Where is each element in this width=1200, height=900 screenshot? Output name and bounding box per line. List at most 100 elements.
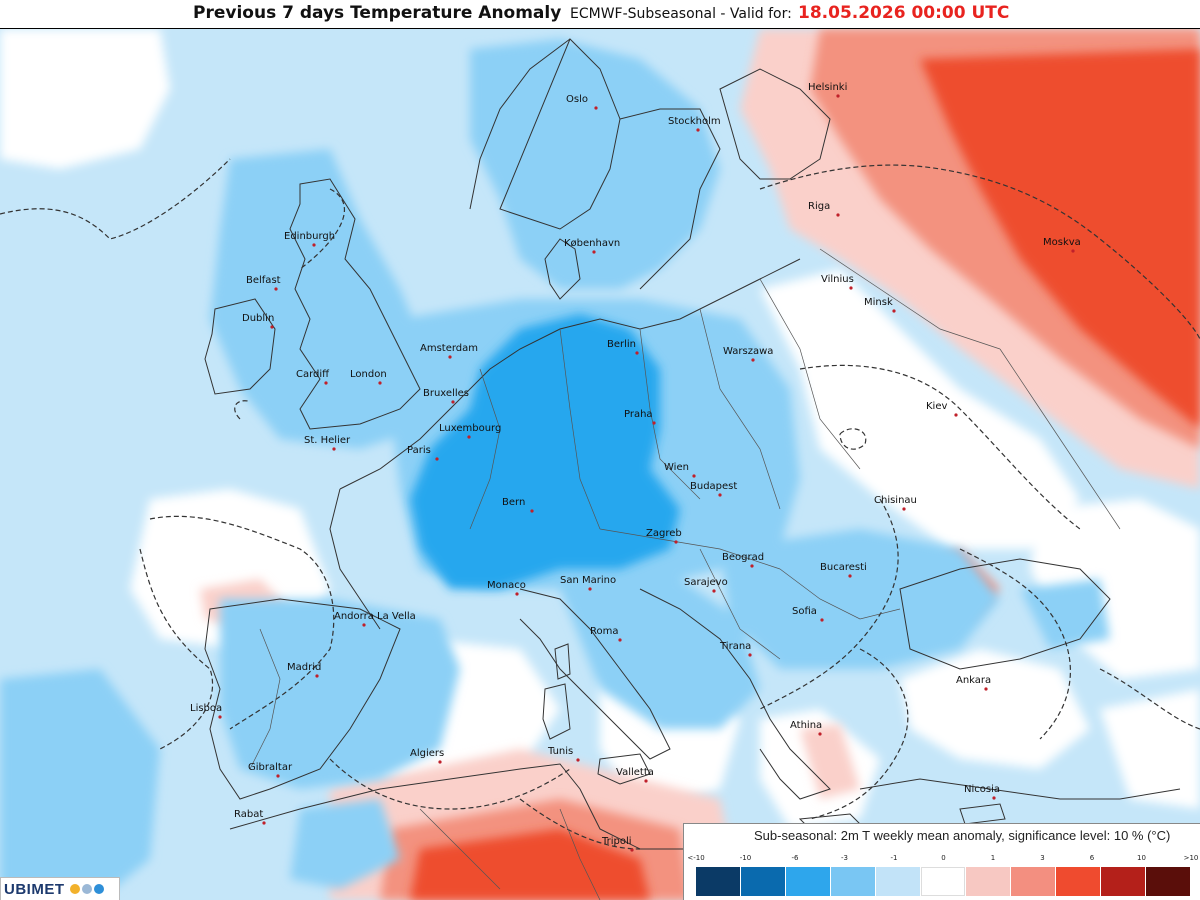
city-dot <box>274 287 278 291</box>
city-dot <box>849 286 853 290</box>
city-dot <box>451 400 455 404</box>
city-dot <box>820 618 824 622</box>
city-marker: Tunis <box>547 746 580 762</box>
city-dot <box>588 587 592 591</box>
city-marker: Rabat <box>234 809 266 825</box>
city-marker: Luxembourg <box>439 423 501 439</box>
city-dot <box>530 509 534 513</box>
city-marker: Praha <box>624 409 656 425</box>
city-marker: Tripoli <box>601 836 634 852</box>
city-layer: Oslo Stockholm Helsinki Edinburgh Belfast Dub… <box>190 82 1081 852</box>
logo-text: UBIMET <box>4 880 65 898</box>
city-label: Amsterdam <box>420 343 478 354</box>
significance-contours <box>0 158 1200 850</box>
city-label: Minsk <box>864 297 893 308</box>
city-marker: San Marino <box>560 575 616 591</box>
city-dot <box>748 653 752 657</box>
city-marker: Roma <box>590 626 622 642</box>
cloud-icon <box>81 884 92 894</box>
city-marker: Paris <box>407 445 439 461</box>
city-label: Athina <box>790 720 822 731</box>
city-marker: Cardiff <box>296 369 330 385</box>
city-label: Belfast <box>246 275 281 286</box>
city-label: Luxembourg <box>439 423 501 434</box>
city-label: Riga <box>808 201 830 212</box>
legend-swatch <box>1101 867 1146 896</box>
legend-swatch <box>1011 867 1056 896</box>
city-label: Tripoli <box>601 836 632 847</box>
city-label: St. Helier <box>304 435 351 446</box>
city-dot <box>718 493 722 497</box>
city-marker: Ankara <box>956 675 991 691</box>
city-dot <box>992 796 996 800</box>
city-marker: Sofia <box>792 606 824 622</box>
legend-tick-label: 10 <box>1137 854 1146 862</box>
legend-tick-label: -6 <box>791 854 799 862</box>
city-marker: Helsinki <box>808 82 847 98</box>
city-label: Beograd <box>722 552 764 563</box>
header: Previous 7 days Temperature Anomaly ECMW… <box>0 0 1200 29</box>
legend-tick-label: 1 <box>990 854 996 862</box>
city-dot <box>674 540 678 544</box>
city-marker: Riga <box>808 201 840 217</box>
city-dot <box>576 758 580 762</box>
legend: Sub-seasonal: 2m T weekly mean anomaly, … <box>683 823 1200 900</box>
drop-icon <box>93 884 104 894</box>
city-dot <box>818 732 822 736</box>
city-dot <box>751 358 755 362</box>
city-label: Berlin <box>607 339 636 350</box>
city-marker: Valletta <box>616 767 654 783</box>
city-marker: Zagreb <box>646 528 682 544</box>
city-dot <box>312 243 316 247</box>
city-label: San Marino <box>560 575 616 586</box>
city-label: Monaco <box>487 580 526 591</box>
city-marker: Berlin <box>607 339 639 355</box>
city-label: Cardiff <box>296 369 330 380</box>
legend-tick-label: <-10 <box>687 854 705 862</box>
legend-swatch <box>786 867 831 896</box>
city-marker: Amsterdam <box>420 343 478 359</box>
city-dot <box>836 213 840 217</box>
city-dot <box>644 779 648 783</box>
ubimet-logo: UBIMET <box>0 877 120 900</box>
city-marker: Nicosia <box>964 784 1000 800</box>
city-marker: Andorra La Vella <box>334 611 416 627</box>
city-dot <box>438 760 442 764</box>
city-label: Valletta <box>616 767 654 778</box>
city-dot <box>324 381 328 385</box>
city-label: Kiev <box>926 401 947 412</box>
city-dot <box>594 106 598 110</box>
warm-anomaly-areas <box>200 29 1200 900</box>
city-label: Rabat <box>234 809 263 820</box>
legend-colorbar <box>696 867 1191 896</box>
legend-swatch <box>1056 867 1101 896</box>
city-marker: Budapest <box>690 481 737 497</box>
model-label: ECMWF-Subseasonal - Valid for: <box>570 6 792 22</box>
city-dot <box>332 447 336 451</box>
legend-swatch <box>741 867 786 896</box>
city-dot <box>1071 249 1075 253</box>
city-dot <box>467 435 471 439</box>
city-marker: London <box>350 369 387 385</box>
city-label: Stockholm <box>668 116 721 127</box>
city-dot <box>696 128 700 132</box>
city-dot <box>218 715 222 719</box>
city-label: Bucaresti <box>820 562 867 573</box>
city-label: Gibraltar <box>248 762 293 773</box>
city-dot <box>592 250 596 254</box>
city-label: Roma <box>590 626 619 637</box>
city-marker: Lisboa <box>190 703 222 719</box>
city-marker: Dublin <box>242 313 274 329</box>
city-dot <box>692 474 696 478</box>
city-label: Tirana <box>719 641 751 652</box>
logo-icons <box>68 884 104 894</box>
legend-ticks: <-10 -10 -6 -3 -1 0 1 3 6 10 >10 <box>684 854 1200 866</box>
city-dot <box>315 674 319 678</box>
city-label: Dublin <box>242 313 274 324</box>
city-label: København <box>564 238 620 249</box>
city-label: Andorra La Vella <box>334 611 416 622</box>
city-marker: Chisinau <box>874 495 917 511</box>
city-marker: Minsk <box>864 297 896 313</box>
legend-swatch <box>876 867 921 896</box>
city-label: Tunis <box>547 746 573 757</box>
